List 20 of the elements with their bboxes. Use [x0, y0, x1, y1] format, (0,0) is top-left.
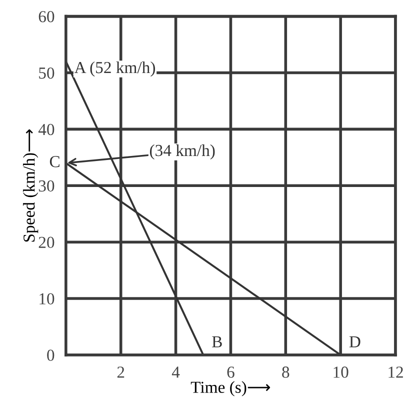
x-axis-title: Time (s)⟶ — [190, 381, 270, 396]
y-tick-label: 20 — [38, 236, 54, 248]
x-tick-label: 4 — [172, 366, 180, 378]
annotation: A (52 km/h) — [74, 61, 155, 77]
annotation: D — [349, 336, 360, 348]
y-tick-label: 40 — [38, 124, 54, 136]
y-axis-title: Speed (km/h)⟶ — [23, 129, 38, 242]
y-tick-label: 30 — [38, 180, 54, 192]
annotation: B — [212, 336, 222, 348]
x-tick-label: 6 — [227, 366, 234, 378]
y-tick-label: 60 — [38, 11, 54, 22]
y-tick-label: 10 — [40, 293, 54, 304]
x-tick-label: 2 — [117, 366, 124, 378]
y-tick-label: 50 — [39, 67, 54, 79]
annotation: C — [50, 156, 60, 168]
x-tick-label: 10 — [334, 366, 348, 378]
x-tick-label: 12 — [388, 366, 403, 378]
y-tick-label: 0 — [47, 350, 54, 361]
x-tick-label: 8 — [282, 366, 290, 378]
annotation: (34 km/h) — [150, 144, 215, 160]
